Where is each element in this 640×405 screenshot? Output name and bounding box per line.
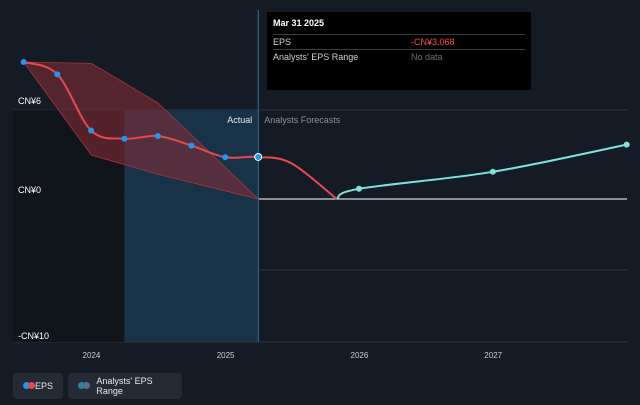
eps-point	[254, 152, 263, 161]
forecast-label: Analysts Forecasts	[264, 115, 341, 125]
tooltip-range-value: No data	[411, 52, 443, 62]
range-legend-icon	[78, 382, 90, 390]
eps-point	[154, 132, 161, 139]
eps-point	[222, 154, 229, 161]
tooltip-date: Mar 31 2025	[273, 18, 325, 28]
forecast-point	[356, 185, 363, 192]
legend-eps-range[interactable]: Analysts' EPS Range	[68, 373, 182, 399]
legend-eps-label: EPS	[34, 381, 53, 391]
eps-line	[23, 61, 338, 200]
tooltip-eps-label: EPS	[273, 37, 292, 47]
eps-legend-icon	[23, 382, 35, 390]
x-tick-label: 2026	[351, 351, 369, 360]
eps-point	[20, 59, 27, 65]
forecast-point	[489, 168, 496, 175]
x-tick-label: 2024	[83, 351, 101, 360]
forecast-line	[336, 143, 627, 200]
legend-range-label: Analysts' EPS Range	[96, 376, 153, 396]
eps-point	[188, 142, 195, 149]
forecast-point	[623, 141, 630, 148]
eps-point	[54, 71, 61, 78]
y-tick-label: CN¥0	[18, 185, 41, 195]
y-tick-label: CN¥6	[18, 96, 41, 106]
tooltip-range-label: Analysts' EPS Range	[273, 52, 359, 62]
legend-eps[interactable]: EPS	[13, 373, 63, 399]
tooltip-eps-value: -CN¥3.068	[411, 37, 455, 47]
eps-point	[88, 127, 95, 134]
tooltip: Mar 31 2025 EPS -CN¥3.068 Analysts' EPS …	[267, 12, 531, 90]
tooltip-row-range: Analysts' EPS Range No data	[273, 49, 525, 64]
actual-label: Actual	[227, 115, 252, 125]
eps-point	[121, 135, 128, 142]
tooltip-row-eps: EPS -CN¥3.068	[273, 34, 525, 49]
y-tick-label: -CN¥10	[18, 331, 49, 341]
x-tick-label: 2027	[484, 351, 502, 360]
eps-range-band	[22, 61, 260, 200]
x-tick-label: 2025	[217, 351, 235, 360]
